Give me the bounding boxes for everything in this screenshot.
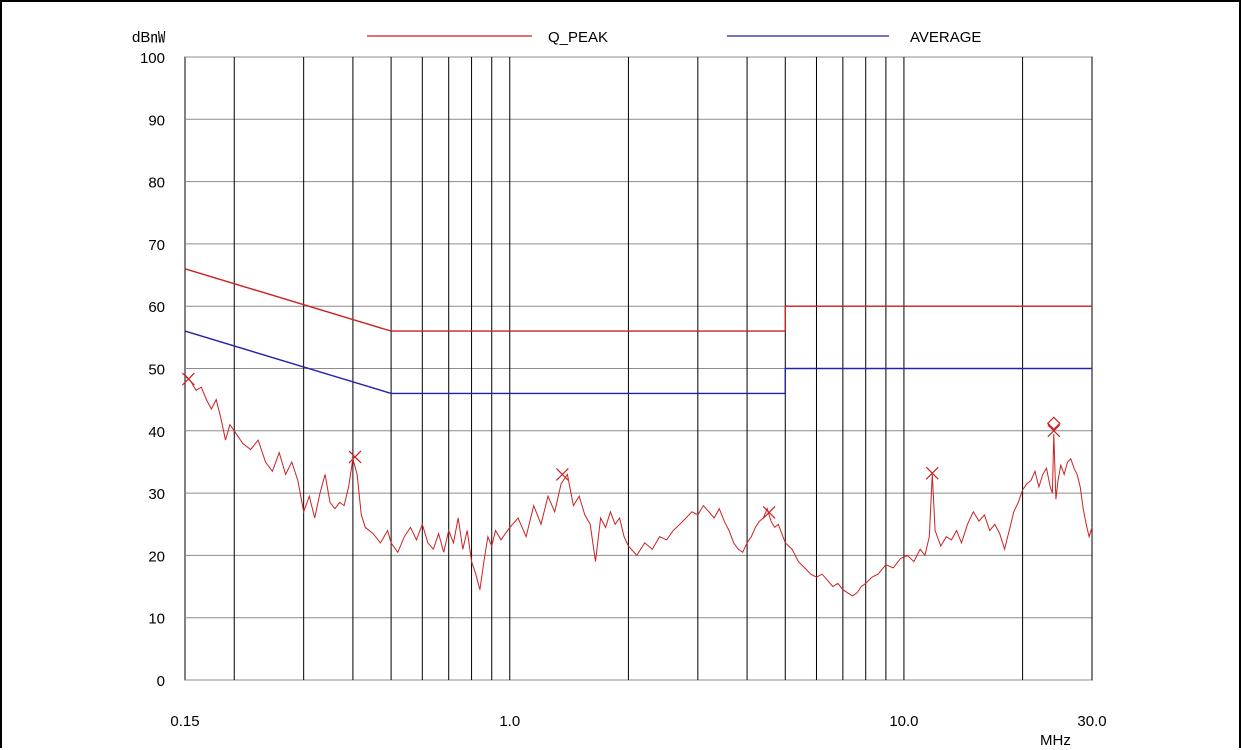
limit-line <box>184 330 1092 395</box>
x-tick-label: 10.0 <box>889 713 918 730</box>
peak-marker-x <box>181 372 195 386</box>
measurement-line <box>184 374 1093 597</box>
peak-marker-diamond <box>1046 416 1061 431</box>
limit-line <box>184 268 1092 332</box>
peak-marker-x <box>555 467 569 481</box>
peak-markers <box>181 372 1061 519</box>
x-tick-label: 1.0 <box>499 713 520 730</box>
legend-entry: AVERAGE <box>910 29 981 46</box>
marker-stroke <box>181 372 195 386</box>
peak-marker-x <box>348 450 362 464</box>
marker-stroke <box>925 466 939 480</box>
x-tick-label: 30.0 <box>1077 713 1106 730</box>
y-tick-label: 90 <box>148 112 165 129</box>
peak-marker-x <box>1047 424 1061 438</box>
marker-stroke <box>555 467 569 481</box>
limit-lines <box>184 268 1092 395</box>
peak-marker-x <box>762 505 776 519</box>
y-tick-label: 0 <box>157 673 165 690</box>
x-tick-label: 0.15 <box>170 713 199 730</box>
y-axis-label: dB㎻ <box>132 29 165 46</box>
marker-stroke <box>1047 424 1061 438</box>
measurement-trace <box>184 374 1093 597</box>
y-tick-labels: 0 10 20 30 40 50 60 70 80 90 100 <box>140 50 165 690</box>
y-tick-label: 60 <box>148 299 165 316</box>
legend-entry: Q_PEAK <box>548 29 608 46</box>
marker-stroke <box>348 450 362 464</box>
x-axis-label: MHz <box>1040 732 1071 749</box>
y-tick-label: 30 <box>148 486 165 503</box>
y-tick-label: 80 <box>148 175 165 192</box>
legend: Q_PEAK AVERAGE <box>367 29 981 46</box>
y-tick-label: 10 <box>148 611 165 628</box>
y-tick-label: 50 <box>148 362 165 379</box>
y-tick-label: 100 <box>140 50 165 67</box>
marker-stroke <box>762 505 776 519</box>
y-tick-label: 70 <box>148 237 165 254</box>
peak-marker-x <box>925 466 939 480</box>
x-tick-labels: 0.15 1.0 10.0 30.0 <box>170 713 1106 730</box>
y-tick-label: 20 <box>148 548 165 565</box>
y-tick-label: 40 <box>148 424 165 441</box>
